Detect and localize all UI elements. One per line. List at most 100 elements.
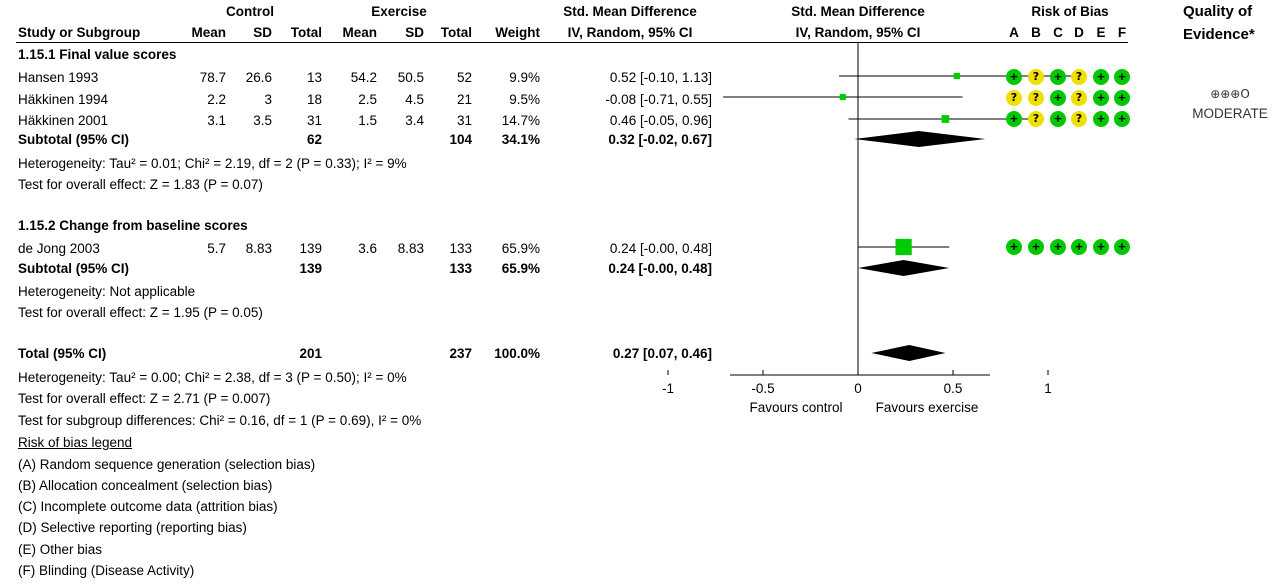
rob-legend-item: (F) Blinding (Disease Activity) (18, 563, 195, 578)
control-mean: 78.7 (199, 70, 226, 85)
col-control-total: Total (290, 25, 322, 40)
rob-legend-heading: Risk of bias legend (18, 435, 133, 450)
control-sd: 3.5 (253, 113, 272, 128)
unclear-risk-icon: ? (1028, 69, 1044, 85)
group-title: 1.15.1 Final value scores (18, 47, 177, 62)
quality-symbols: ⊕⊕⊕O (1210, 87, 1250, 101)
exercise-header: Exercise (371, 4, 427, 19)
favours-exercise-label: Favours exercise (876, 400, 979, 415)
favours-control-label: Favours control (749, 400, 842, 415)
study-point-estimate (953, 72, 960, 80)
control-header: Control (226, 4, 274, 19)
exercise-sd: 8.83 (397, 241, 424, 256)
control-total: 201 (299, 346, 322, 361)
exercise-total: 104 (449, 132, 472, 147)
control-mean: 3.1 (207, 113, 226, 128)
low-risk-icon: + (1071, 239, 1087, 255)
low-risk-icon: + (1006, 69, 1022, 85)
col-weight: Weight (495, 25, 540, 40)
exercise-total: 52 (456, 70, 472, 85)
rob-header: Risk of Bias (1031, 4, 1109, 19)
effect-ci: 0.27 [0.07, 0.46] (612, 346, 712, 361)
col-control-mean: Mean (191, 25, 226, 40)
total-diamond (871, 345, 946, 361)
exercise-total: 133 (449, 241, 472, 256)
study-name: Hansen 1993 (18, 70, 99, 85)
rob-column-letter: B (1031, 25, 1041, 40)
control-mean: 5.7 (207, 241, 226, 256)
col-ci-right: IV, Random, 95% CI (795, 25, 921, 40)
low-risk-icon: + (1028, 239, 1044, 255)
x-tick-label: -0.5 (751, 381, 774, 396)
control-total: 139 (299, 261, 322, 276)
rob-legend-item: (D) Selective reporting (reporting bias) (18, 520, 247, 535)
weight: 100.0% (494, 346, 540, 361)
low-risk-icon: + (1114, 239, 1130, 255)
low-risk-icon: + (1114, 111, 1130, 127)
low-risk-icon: + (1006, 239, 1022, 255)
low-risk-icon: + (1093, 239, 1109, 255)
low-risk-icon: + (1050, 69, 1066, 85)
effect-ci: 0.32 [-0.02, 0.67] (608, 132, 712, 147)
subtotal-diamond (854, 131, 986, 147)
low-risk-icon: + (1114, 90, 1130, 106)
subtotal-label: Subtotal (95% CI) (18, 132, 130, 147)
weight: 9.9% (509, 70, 540, 85)
overall-effect-text: Test for overall effect: Z = 2.71 (P = 0… (18, 391, 271, 406)
rob-legend-item: (A) Random sequence generation (selectio… (18, 457, 316, 472)
effect-ci: 0.24 [-0.00, 0.48] (608, 261, 712, 276)
low-risk-icon: + (1093, 90, 1109, 106)
unclear-risk-icon: ? (1028, 90, 1044, 106)
unclear-risk-icon: ? (1071, 90, 1087, 106)
group-title: 1.15.2 Change from baseline scores (18, 218, 248, 233)
exercise-mean: 3.6 (358, 241, 377, 256)
rob-legend-item: (E) Other bias (18, 542, 103, 557)
col-study: Study or Subgroup (18, 25, 141, 40)
low-risk-icon: + (1093, 69, 1109, 85)
control-total: 31 (306, 113, 322, 128)
weight: 34.1% (501, 132, 540, 147)
unclear-risk-icon: ? (1071, 111, 1087, 127)
control-total: 18 (306, 92, 322, 107)
low-risk-icon: + (1050, 90, 1066, 106)
weight: 14.7% (501, 113, 540, 128)
heterogeneity-text: Heterogeneity: Tau² = 0.01; Chi² = 2.19,… (18, 156, 407, 171)
unclear-risk-icon: ? (1028, 111, 1044, 127)
weight: 9.5% (509, 92, 540, 107)
control-sd: 3 (264, 92, 272, 107)
exercise-sd: 3.4 (405, 113, 424, 128)
exercise-total: 31 (456, 113, 472, 128)
quality-header-2: Evidence* (1183, 26, 1255, 43)
weight: 65.9% (501, 261, 540, 276)
rob-column-letter: C (1053, 25, 1063, 40)
exercise-total: 237 (449, 346, 472, 361)
x-tick-label: 0 (854, 381, 862, 396)
effect-ci: -0.08 [-0.71, 0.55] (605, 92, 712, 107)
control-sd: 8.83 (245, 241, 272, 256)
overall-effect-text: Test for overall effect: Z = 1.95 (P = 0… (18, 305, 263, 320)
effect-ci: 0.52 [-0.10, 1.13] (609, 70, 712, 85)
smd-header-left: Std. Mean Difference (563, 4, 697, 19)
rob-column-letter: F (1117, 25, 1127, 40)
total-label: Total (95% CI) (18, 346, 107, 361)
col-control-sd: SD (253, 25, 272, 40)
col-exercise-mean: Mean (342, 25, 377, 40)
heterogeneity-text: Heterogeneity: Tau² = 0.00; Chi² = 2.38,… (18, 370, 407, 385)
header-rule (16, 42, 1128, 43)
heterogeneity-text: Heterogeneity: Not applicable (18, 284, 196, 299)
exercise-sd: 50.5 (397, 70, 424, 85)
x-tick-label: 0.5 (944, 381, 963, 396)
rob-column-letter: D (1074, 25, 1084, 40)
col-ci-left: IV, Random, 95% CI (567, 25, 693, 40)
study-name: Häkkinen 1994 (18, 92, 109, 107)
control-total: 62 (306, 132, 322, 147)
control-total: 13 (306, 70, 322, 85)
col-exercise-sd: SD (405, 25, 424, 40)
overall-effect-text: Test for overall effect: Z = 1.83 (P = 0… (18, 177, 263, 192)
rob-legend-item: (B) Allocation concealment (selection bi… (18, 478, 273, 493)
exercise-mean: 1.5 (358, 113, 377, 128)
exercise-total: 133 (449, 261, 472, 276)
low-risk-icon: + (1050, 111, 1066, 127)
subtotal-label: Subtotal (95% CI) (18, 261, 130, 276)
rob-legend-item: (C) Incomplete outcome data (attrition b… (18, 499, 278, 514)
